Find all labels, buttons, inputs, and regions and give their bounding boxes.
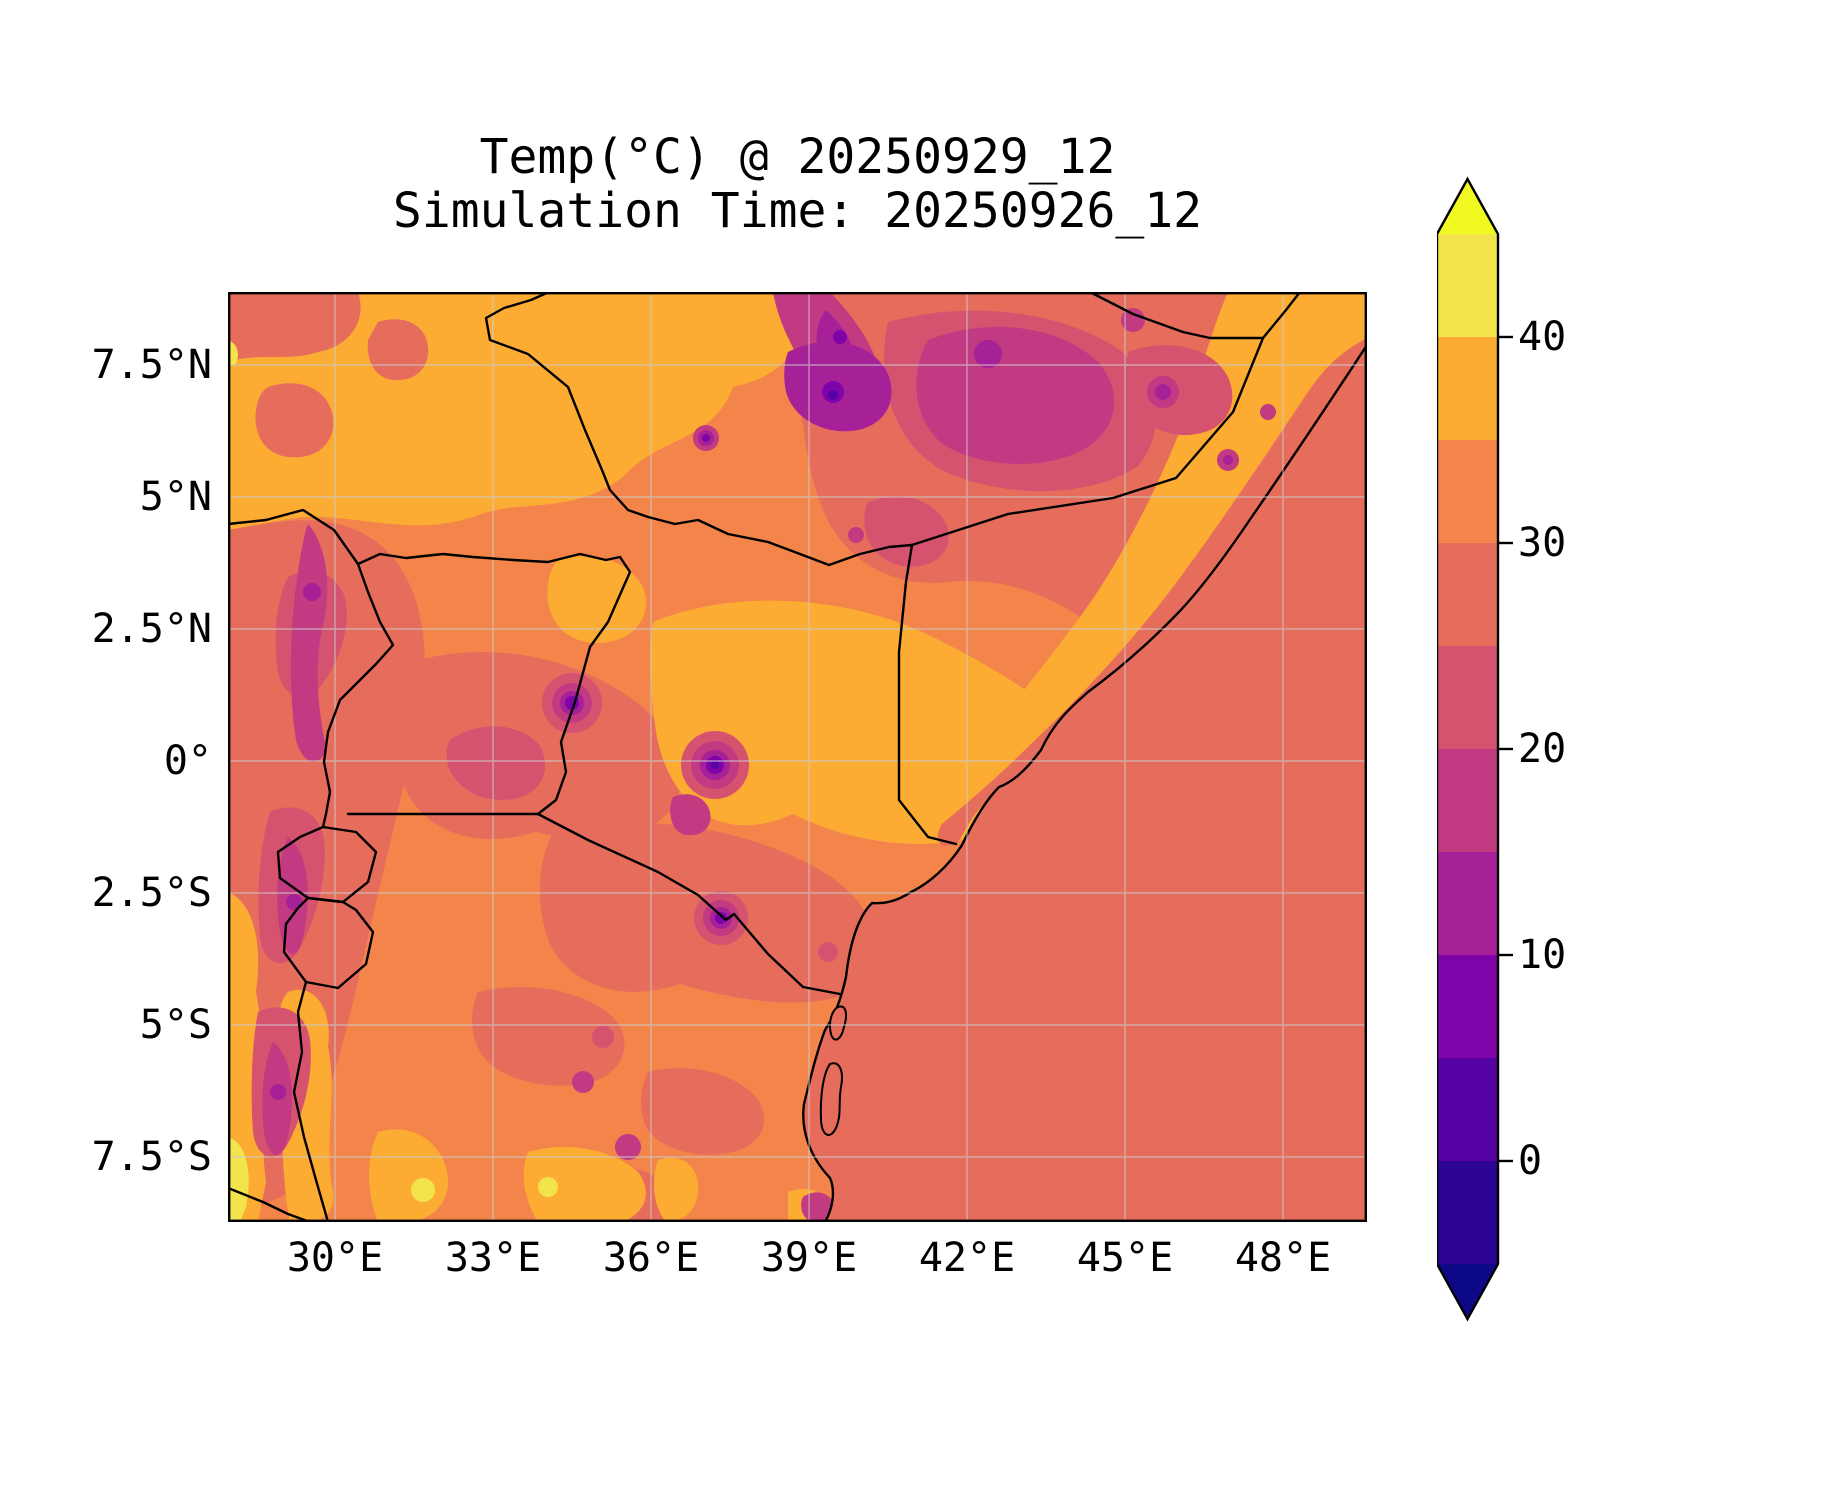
border-ethiopia-somalia bbox=[910, 336, 1265, 547]
temperature-map-svg bbox=[228, 292, 1367, 1222]
figure-title: Temp(°C) @ 20250929_12 Simulation Time: … bbox=[228, 130, 1367, 238]
colorbar-tick-marks bbox=[1498, 335, 1513, 1163]
colorbar-segment bbox=[1437, 440, 1498, 543]
country-borders bbox=[228, 292, 1302, 1222]
x-tick-label: 33°E bbox=[444, 1235, 542, 1281]
colorbar-segment bbox=[1437, 852, 1498, 955]
y-tick-label: 0° bbox=[163, 738, 212, 784]
border-uganda-kenya bbox=[536, 555, 632, 816]
x-tick-label: 45°E bbox=[1076, 1235, 1174, 1281]
y-tick-label: 5°S bbox=[139, 1002, 212, 1048]
colorbar-segment bbox=[1437, 955, 1498, 1058]
pemba-island bbox=[828, 1005, 847, 1041]
colorbar-segment bbox=[1437, 1058, 1498, 1161]
ocean-fill bbox=[802, 342, 1367, 1222]
colorbar bbox=[1435, 160, 1637, 1340]
y-tick-label: 7.5°S bbox=[91, 1134, 212, 1180]
zanzibar-island bbox=[819, 1062, 843, 1136]
border-tanzania-drc bbox=[292, 980, 330, 1222]
colorbar-segment bbox=[1437, 234, 1498, 337]
colorbar-segment bbox=[1437, 337, 1498, 440]
colorbar-segment bbox=[1437, 749, 1498, 852]
x-tick-label: 48°E bbox=[1234, 1235, 1332, 1281]
colorbar-tick-label: 20 bbox=[1518, 726, 1567, 772]
colorbar-tick-label: 40 bbox=[1518, 314, 1567, 360]
colorbar-tick-label: 30 bbox=[1518, 520, 1567, 566]
border-somaliland-jog bbox=[1088, 292, 1302, 340]
x-tick-label: 36°E bbox=[602, 1235, 700, 1281]
colorbar-segment bbox=[1437, 1161, 1498, 1264]
colorbar-svg bbox=[1435, 176, 1513, 1322]
title-line-1: Temp(°C) @ 20250929_12 bbox=[479, 129, 1116, 185]
x-tick-label: 42°E bbox=[918, 1235, 1016, 1281]
border-kenya-somalia bbox=[897, 543, 958, 846]
colorbar-segment bbox=[1437, 646, 1498, 749]
border-uganda-north bbox=[228, 508, 622, 566]
border-burundi bbox=[282, 896, 375, 990]
gridlines bbox=[228, 292, 1367, 1222]
temp-band-40-45-regions bbox=[228, 340, 558, 1222]
y-tick-label: 2.5°N bbox=[91, 606, 212, 652]
colorbar-tick-label: 10 bbox=[1518, 932, 1567, 978]
border-kenya-tanzania bbox=[536, 812, 842, 996]
colorbar-segment bbox=[1437, 543, 1498, 646]
y-tick-label: 7.5°N bbox=[91, 342, 212, 388]
colorbar-arrow-over bbox=[1437, 179, 1498, 234]
x-tick-label: 30°E bbox=[286, 1235, 384, 1281]
y-tick-label: 2.5°S bbox=[91, 870, 212, 916]
colorbar-tick-label: 0 bbox=[1518, 1138, 1543, 1184]
colorbar-outline bbox=[1435, 176, 1500, 1322]
colorbar-segments bbox=[1437, 234, 1498, 1264]
map-plot-area bbox=[228, 292, 1367, 1222]
y-tick-label: 5°N bbox=[139, 474, 212, 520]
border-kenya-ethiopia bbox=[646, 515, 914, 567]
temp-band-0-5-regions bbox=[711, 390, 838, 769]
colorbar-arrow-under bbox=[1437, 1264, 1498, 1319]
title-line-2: Simulation Time: 20250926_12 bbox=[392, 183, 1203, 239]
temp-band-35-40-regions bbox=[228, 292, 1367, 1222]
x-tick-label: 39°E bbox=[760, 1235, 858, 1281]
border-southsudan-ethiopia bbox=[484, 292, 650, 519]
border-drc-uganda bbox=[321, 562, 395, 829]
border-tanzania-zambia bbox=[228, 1186, 312, 1222]
map-frame bbox=[228, 292, 1367, 1222]
